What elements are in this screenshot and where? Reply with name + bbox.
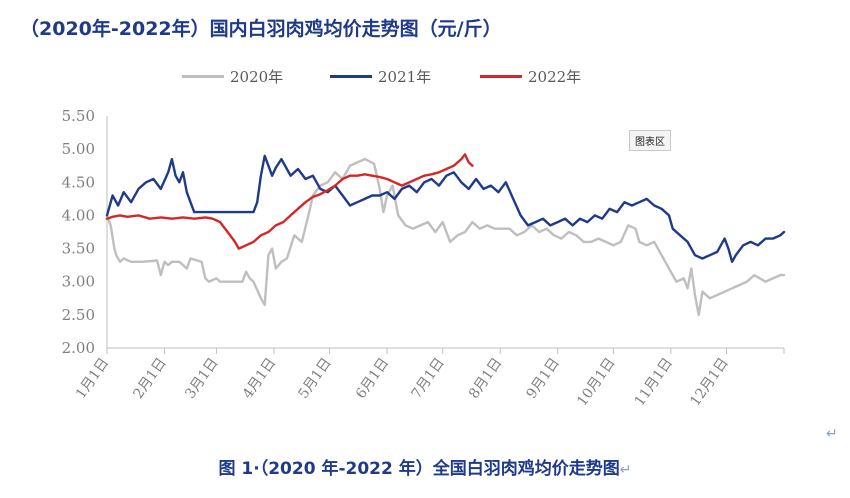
x-tick-label: 2月1日 xyxy=(130,355,169,402)
x-tick-label: 7月1日 xyxy=(409,355,448,402)
legend-line-swatch xyxy=(330,75,372,78)
y-tick-label: 4.00 xyxy=(62,206,95,224)
x-tick-label: 3月1日 xyxy=(182,355,221,402)
y-tick-label: 3.50 xyxy=(62,240,95,258)
y-tick-label: 2.50 xyxy=(62,306,95,324)
legend-item: 2022年 xyxy=(480,66,581,87)
x-tick-label: 8月1日 xyxy=(466,355,505,402)
x-tick-label: 6月1日 xyxy=(353,355,392,402)
paragraph-mark-icon: ↵ xyxy=(826,426,838,442)
legend-line-swatch xyxy=(182,75,224,78)
figure-caption: 图 1·（2020 年-2022 年）全国白羽肉鸡均价走势图↵ xyxy=(0,454,850,479)
x-tick-label: 5月1日 xyxy=(295,355,334,402)
legend-item: 2020年 xyxy=(182,66,283,87)
legend-label: 2022年 xyxy=(528,68,582,86)
legend-label: 2020年 xyxy=(230,68,284,86)
x-tick-label: 9月1日 xyxy=(524,355,563,402)
series-line-3 xyxy=(105,153,474,250)
y-tick-label: 5.00 xyxy=(62,140,95,158)
y-tick-label: 4.50 xyxy=(62,173,95,191)
figure-caption-text: 图 1·（2020 年-2022 年）全国白羽肉鸡均价走势图 xyxy=(218,459,620,479)
y-tick-label: 5.50 xyxy=(62,107,95,125)
x-tick-label: 12月1日 xyxy=(687,355,732,409)
legend-item: 2021年 xyxy=(330,66,431,87)
x-tick-label: 11月1日 xyxy=(632,355,677,409)
x-tick-label: 10月1日 xyxy=(574,355,619,409)
legend: 2020年 2021年 2022年 xyxy=(0,66,850,90)
y-tick-label: 3.00 xyxy=(62,273,95,291)
x-tick-label: 4月1日 xyxy=(240,355,279,402)
caption-paragraph-mark-icon: ↵ xyxy=(619,462,632,478)
y-tick-label: 2.00 xyxy=(62,339,95,357)
chart-title: （2020年-2022年）国内白羽肉鸡均价走势图（元/斤） xyxy=(20,18,502,40)
legend-label: 2021年 xyxy=(378,68,432,86)
chart-area-tooltip: 图表区 xyxy=(629,130,671,151)
series-line-2 xyxy=(105,154,786,263)
series-line-1 xyxy=(105,157,786,317)
x-tick-label: 1月1日 xyxy=(73,355,112,402)
legend-line-swatch xyxy=(480,75,522,78)
